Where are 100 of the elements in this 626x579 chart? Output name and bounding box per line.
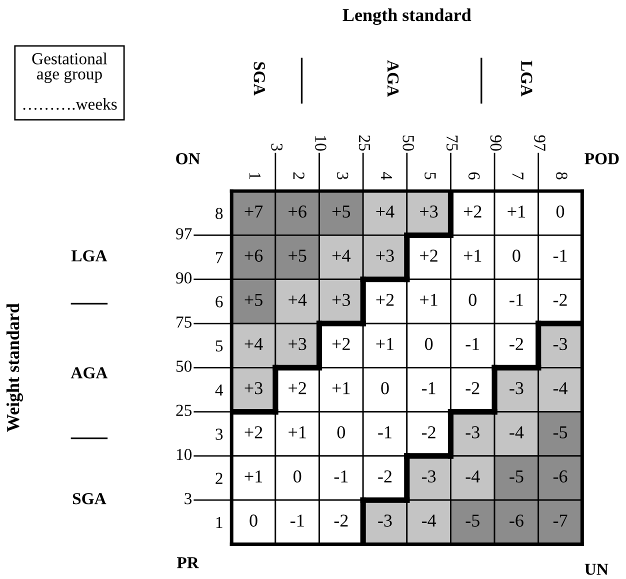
data-label: 0 bbox=[294, 470, 302, 483]
y-tick-label: 8 bbox=[216, 208, 223, 220]
text: 97 bbox=[534, 135, 546, 151]
y-tick-label: 5 bbox=[216, 340, 223, 352]
data-label: -2 bbox=[510, 338, 523, 350]
text: 25 bbox=[176, 404, 192, 416]
data-label: +6 bbox=[244, 250, 263, 262]
data-label: -4 bbox=[553, 382, 568, 394]
data-label: -1 bbox=[466, 338, 480, 350]
data-label: +2 bbox=[244, 426, 262, 438]
text: AGA bbox=[70, 367, 108, 378]
text: 10 bbox=[315, 136, 326, 151]
data-label: +4 bbox=[244, 338, 263, 350]
y-tick-label: 6 bbox=[216, 296, 223, 308]
data-label: +2 bbox=[420, 250, 438, 262]
text: 75 bbox=[176, 316, 192, 328]
text: UN bbox=[584, 564, 608, 575]
y-tick-label: 7 bbox=[216, 252, 223, 264]
data-label: +2 bbox=[288, 382, 306, 394]
data-label: -5 bbox=[510, 470, 524, 483]
text: 50 bbox=[176, 360, 192, 372]
data-label: -2 bbox=[422, 426, 436, 438]
data-label: +2 bbox=[332, 338, 350, 350]
x-tick-label: 8 bbox=[556, 172, 568, 180]
data-label: +3 bbox=[288, 338, 306, 350]
data-label: +1 bbox=[508, 206, 525, 218]
data-label: +5 bbox=[288, 250, 306, 262]
data-label: +5 bbox=[332, 206, 350, 218]
y-tick-label: 3 bbox=[216, 428, 223, 440]
text: 10 bbox=[176, 448, 192, 460]
data-label: -2 bbox=[378, 470, 392, 482]
data-label: -7 bbox=[553, 514, 568, 527]
data-label: -3 bbox=[510, 382, 524, 394]
data-label: -3 bbox=[422, 470, 436, 483]
text: POD bbox=[584, 153, 619, 164]
x-tick-label: 7 bbox=[512, 172, 524, 180]
text: 3 bbox=[184, 493, 192, 504]
data-label: +4 bbox=[332, 250, 350, 262]
data-label: -4 bbox=[466, 470, 480, 482]
text: ON bbox=[176, 153, 200, 164]
data-label: +3 bbox=[244, 382, 262, 394]
data-label: -3 bbox=[466, 426, 480, 438]
data-label: -1 bbox=[553, 250, 567, 262]
text: Length standard bbox=[342, 8, 472, 25]
x-tick-label: 4 bbox=[380, 172, 392, 180]
text: PR bbox=[176, 557, 200, 568]
data-label: +1 bbox=[420, 294, 438, 306]
data-label: -2 bbox=[334, 514, 348, 527]
data-label: 0 bbox=[424, 338, 433, 350]
text: LGA bbox=[71, 250, 108, 262]
data-label: +6 bbox=[288, 206, 306, 218]
data-label: +1 bbox=[376, 338, 394, 350]
data-label: -3 bbox=[378, 514, 392, 527]
data-label: -4 bbox=[510, 426, 524, 438]
y-tick-label: 4 bbox=[215, 384, 224, 396]
data-label: -4 bbox=[422, 514, 436, 527]
data-label: +1 bbox=[288, 426, 306, 438]
data-label: -5 bbox=[466, 514, 480, 527]
data-label: -2 bbox=[553, 294, 567, 306]
text: LGA bbox=[521, 60, 532, 96]
data-label: +7 bbox=[244, 206, 263, 218]
text: SGA bbox=[72, 493, 106, 504]
text: 50 bbox=[402, 136, 414, 151]
data-label: +5 bbox=[244, 294, 262, 306]
data-label: +1 bbox=[244, 470, 262, 482]
text: 90 bbox=[176, 272, 192, 284]
data-label: -1 bbox=[378, 426, 392, 438]
x-tick-label: 2 bbox=[293, 172, 304, 180]
data-label: 0 bbox=[381, 382, 389, 394]
text: 75 bbox=[446, 136, 458, 151]
data-label: -5 bbox=[553, 426, 568, 438]
data-label: +4 bbox=[376, 206, 394, 218]
data-label: 0 bbox=[556, 205, 564, 218]
data-label: +2 bbox=[376, 294, 394, 306]
text: 90 bbox=[490, 135, 502, 151]
data-label: -6 bbox=[510, 514, 524, 527]
text: AGA bbox=[387, 60, 399, 97]
text: Gestational age group ……….weeks bbox=[23, 52, 117, 110]
data-label: -1 bbox=[422, 382, 436, 394]
text: 97 bbox=[176, 228, 192, 240]
y-tick-label: 1 bbox=[216, 516, 222, 528]
data-label: -1 bbox=[290, 514, 304, 527]
data-label: -3 bbox=[553, 338, 568, 350]
data-label: -2 bbox=[466, 382, 480, 394]
data-label: 0 bbox=[250, 514, 258, 527]
text: 25 bbox=[358, 135, 370, 151]
y-tick-label: 2 bbox=[216, 472, 222, 484]
text: Weight standard bbox=[6, 303, 23, 432]
data-label: -1 bbox=[334, 470, 348, 482]
data-label: +2 bbox=[464, 206, 482, 218]
data-label: -1 bbox=[510, 294, 523, 306]
text: 3 bbox=[271, 144, 282, 151]
data-label: +3 bbox=[332, 294, 350, 306]
data-label: +3 bbox=[376, 250, 394, 262]
data-label: +1 bbox=[332, 382, 350, 394]
x-tick-label: 1 bbox=[250, 173, 261, 179]
data-label: +4 bbox=[288, 294, 307, 306]
data-label: 0 bbox=[512, 250, 520, 262]
data-label: 0 bbox=[337, 426, 345, 438]
data-label: +3 bbox=[420, 206, 438, 218]
